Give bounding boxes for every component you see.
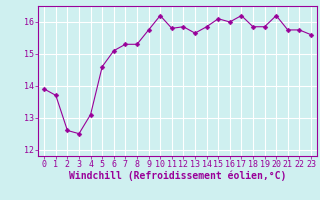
X-axis label: Windchill (Refroidissement éolien,°C): Windchill (Refroidissement éolien,°C) <box>69 171 286 181</box>
